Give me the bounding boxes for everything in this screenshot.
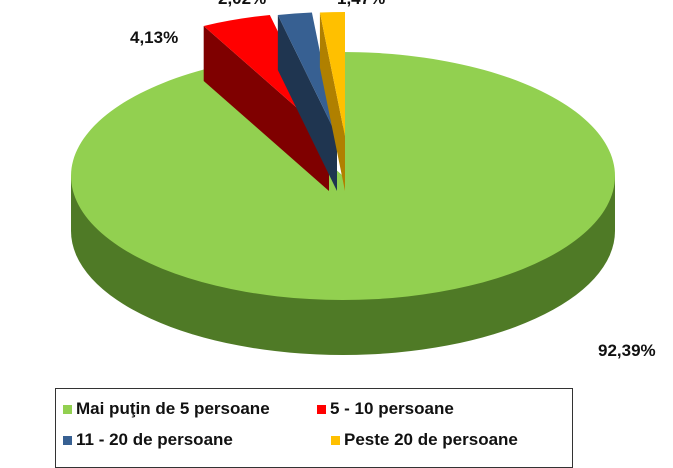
pie-chart bbox=[71, 12, 616, 355]
legend-label-2: 11 - 20 de persoane bbox=[76, 430, 233, 449]
legend-swatch-2 bbox=[63, 435, 72, 445]
slice-side-1 bbox=[203, 25, 329, 191]
slice-side-3 bbox=[319, 12, 345, 192]
legend: Mai puţin de 5 persoane 5 - 10 persoane … bbox=[55, 388, 573, 468]
legend-label-3: Peste 20 de persoane bbox=[344, 430, 518, 449]
legend-item-0: Mai puţin de 5 persoane bbox=[63, 399, 270, 419]
legend-item-3: Peste 20 de persoane bbox=[331, 430, 518, 450]
slice-side-2 bbox=[277, 14, 337, 191]
data-label-2: 2,02% bbox=[218, 0, 266, 9]
legend-item-1: 5 - 10 persoane bbox=[317, 399, 454, 419]
slice-3 bbox=[319, 12, 345, 136]
data-label-1: 4,13% bbox=[130, 28, 179, 47]
legend-swatch-1 bbox=[317, 404, 326, 414]
legend-label-1: 5 - 10 persoane bbox=[330, 399, 454, 418]
legend-swatch-3 bbox=[331, 435, 340, 445]
legend-label-0: Mai puţin de 5 persoane bbox=[76, 399, 270, 418]
legend-item-2: 11 - 20 de persoane bbox=[63, 430, 233, 450]
data-label-0: 92,39% bbox=[598, 341, 656, 360]
slice-2 bbox=[277, 12, 337, 136]
legend-swatch-0 bbox=[63, 404, 72, 414]
data-label-3: 1,47% bbox=[337, 0, 385, 9]
